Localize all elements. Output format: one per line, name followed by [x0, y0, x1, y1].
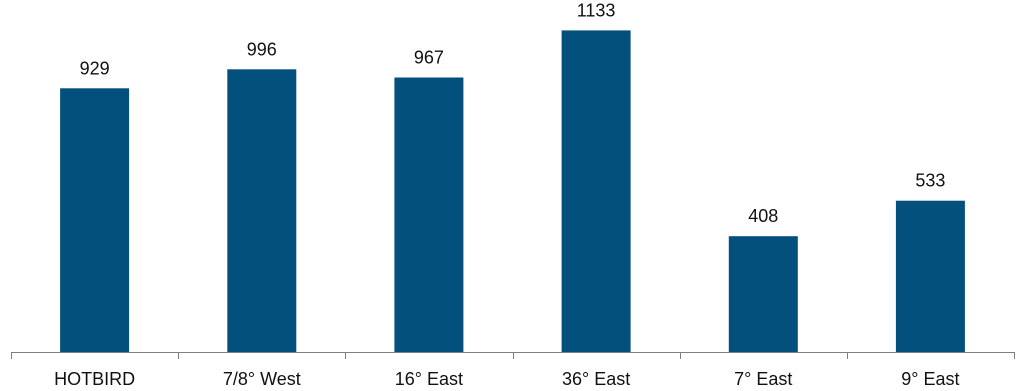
x-tick-label: 9° East — [901, 369, 959, 389]
data-label: 1133 — [577, 0, 616, 20]
x-tick-label: 16° East — [395, 369, 463, 389]
x-tick-label: 7/8° West — [223, 369, 301, 389]
x-tick-label: 36° East — [562, 369, 630, 389]
x-tick-label: 7° East — [734, 369, 792, 389]
x-tick-label: HOTBIRD — [54, 369, 135, 389]
data-label: 996 — [247, 39, 277, 59]
bar — [728, 236, 798, 352]
bar — [60, 88, 130, 353]
data-label: 533 — [915, 171, 945, 191]
bar — [394, 77, 464, 352]
bar — [561, 30, 631, 353]
x-axis — [11, 352, 1015, 359]
data-label: 967 — [414, 48, 444, 68]
data-label: 408 — [748, 206, 778, 226]
bar — [895, 200, 965, 352]
bar — [227, 69, 297, 353]
data-label: 929 — [80, 58, 110, 78]
bars: 929 HOTBIRD 996 7/8° West 967 16° East 1133 36°… — [54, 0, 965, 389]
